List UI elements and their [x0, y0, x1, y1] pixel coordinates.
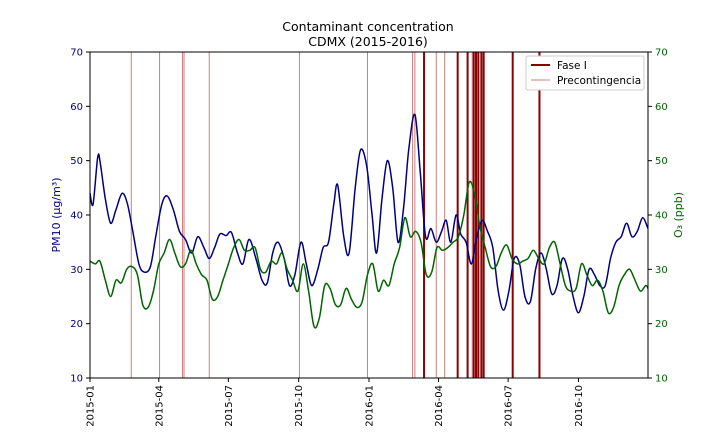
right-axis-ticks: 10 20 30 40 50 60 70 — [648, 48, 668, 385]
left-axis-tick-label: 50 — [70, 156, 83, 167]
legend: Fase I Precontingencia — [525, 55, 645, 91]
right-axis-tick-label: 50 — [655, 156, 668, 167]
x-axis-tick-label: 2016-07 — [504, 385, 515, 427]
right-axis-tick-label: 10 — [655, 374, 668, 385]
left-axis-tick-label: 70 — [70, 48, 83, 59]
left-axis-tick-label: 30 — [70, 265, 83, 276]
right-axis-tick-label: 60 — [655, 102, 668, 113]
left-axis-ticks: 10 20 30 40 50 60 70 — [70, 48, 90, 385]
right-axis-tick-label: 40 — [655, 211, 668, 222]
right-axis-tick-label: 20 — [655, 319, 668, 330]
left-axis-label: PM10 (µg/m³) — [50, 177, 63, 252]
event-lines — [130, 52, 541, 378]
legend-label-precontingencia: Precontingencia — [557, 75, 641, 87]
x-axis-tick-label: 2016-01 — [365, 385, 376, 427]
plot-frame — [89, 51, 649, 379]
x-axis-tick-label: 2016-04 — [434, 385, 445, 427]
right-axis-tick-label: 30 — [655, 265, 668, 276]
x-axis-tick-label: 2015-04 — [154, 385, 165, 427]
legend-box — [525, 55, 645, 91]
pm10-series-line — [89, 113, 649, 314]
right-axis-tick-label: 70 — [655, 48, 668, 59]
x-axis-tick-label: 2015-01 — [86, 385, 97, 427]
right-axis-label: O₃ (ppb) — [672, 192, 685, 238]
left-axis-tick-label: 40 — [70, 211, 83, 222]
chart-title: Contaminant concentration — [282, 19, 453, 34]
o3-series-line — [89, 180, 649, 329]
x-axis-ticks: 2015-01 2015-04 2015-07 2015-10 2016-01 2016-… — [86, 378, 585, 427]
x-axis-tick-label: 2015-10 — [294, 385, 305, 427]
legend-label-fase-i: Fase I — [557, 60, 587, 72]
series-lines — [89, 113, 649, 329]
left-axis-tick-label: 60 — [70, 102, 83, 113]
left-axis-tick-label: 20 — [70, 319, 83, 330]
x-axis-tick-label: 2015-07 — [224, 385, 235, 427]
chart-subtitle: CDMX (2015-2016) — [308, 34, 428, 49]
left-axis-tick-label: 10 — [70, 374, 83, 385]
x-axis-tick-label: 2016-10 — [574, 385, 585, 427]
